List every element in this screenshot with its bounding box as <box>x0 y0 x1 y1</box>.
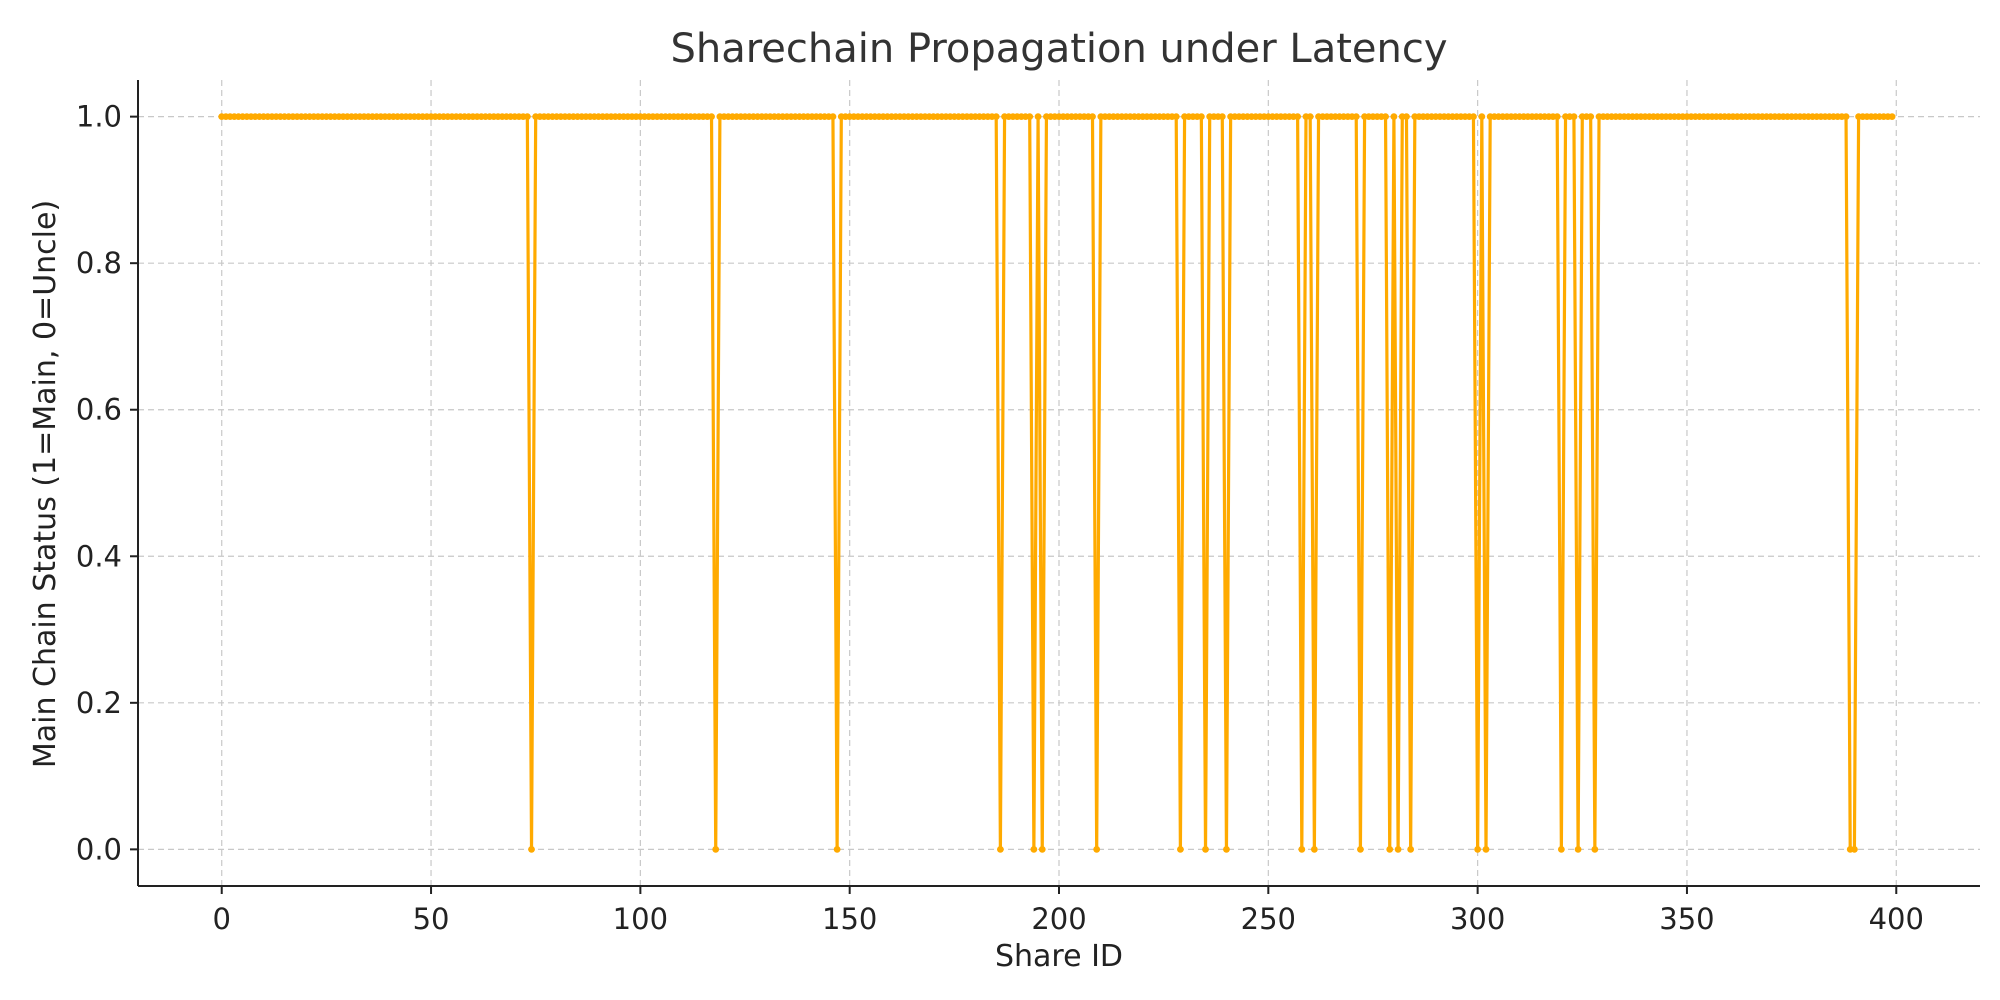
data-point <box>1591 845 1599 853</box>
x-tick-label: 0 <box>213 902 231 936</box>
data-point <box>1842 113 1850 121</box>
data-point <box>1294 113 1302 121</box>
data-point <box>1407 845 1415 853</box>
data-point <box>1470 113 1477 121</box>
data-point <box>1038 845 1046 853</box>
data-point <box>1553 113 1561 121</box>
data-point <box>523 113 531 121</box>
data-point <box>1851 845 1858 853</box>
data-point <box>833 845 841 853</box>
y-ticks: 0.0 0.2 0.4 0.6 0.8 1.0 <box>76 100 138 866</box>
data-point <box>1172 113 1180 121</box>
data-point <box>1390 113 1398 121</box>
data-point <box>829 113 837 121</box>
data-point <box>1357 845 1364 853</box>
data-point <box>708 113 715 121</box>
data-point <box>1574 845 1582 853</box>
y-axis-label: Main Chain Status (1=Main, 0=Uncle) <box>28 200 63 768</box>
data-point <box>1570 113 1578 121</box>
x-ticks: 0 50 100 150 200 250 300 350 400 <box>213 886 1924 936</box>
data-point <box>1394 845 1402 853</box>
x-tick-label: 250 <box>1241 902 1296 936</box>
data-point <box>1310 845 1318 853</box>
data-point <box>1306 113 1314 121</box>
data-point <box>1482 845 1490 853</box>
data-point <box>1403 113 1410 121</box>
data-point <box>1474 845 1482 853</box>
chart-title: Sharechain Propagation under Latency <box>670 26 1447 72</box>
data-point <box>1888 113 1896 121</box>
data-point <box>1298 845 1306 853</box>
x-tick-label: 50 <box>413 902 450 936</box>
x-tick-label: 150 <box>822 902 877 936</box>
data-point <box>1223 845 1230 853</box>
x-tick-label: 100 <box>613 902 668 936</box>
data-point <box>1352 113 1360 121</box>
data-point <box>1382 113 1389 121</box>
data-point <box>1557 845 1565 853</box>
data-point <box>528 845 535 853</box>
data-point <box>1089 113 1096 121</box>
x-tick-label: 400 <box>1869 902 1924 936</box>
y-tick-label: 1.0 <box>76 100 122 134</box>
y-tick-label: 0.0 <box>76 832 122 866</box>
data-point <box>1093 845 1101 853</box>
data-point <box>1478 113 1486 121</box>
data-point <box>1218 113 1226 121</box>
data-point <box>1197 113 1205 121</box>
data-point <box>1177 845 1184 853</box>
data-point <box>712 845 720 853</box>
data-point <box>1202 845 1209 853</box>
data-point <box>1030 845 1038 853</box>
x-tick-label: 350 <box>1659 902 1714 936</box>
x-tick-label: 200 <box>1031 902 1086 936</box>
y-tick-label: 0.6 <box>76 393 122 427</box>
data-point <box>1386 845 1394 853</box>
data-point <box>1587 113 1595 121</box>
series-line <box>221 115 1893 851</box>
data-point <box>1034 113 1042 121</box>
grid <box>138 80 1980 886</box>
series-main-chain-status <box>218 113 1896 853</box>
y-tick-label: 0.4 <box>76 539 122 573</box>
y-tick-label: 0.2 <box>76 686 122 720</box>
data-point <box>992 113 1000 121</box>
data-point <box>1026 113 1034 121</box>
data-point <box>996 845 1004 853</box>
y-tick-label: 0.8 <box>76 246 122 280</box>
x-tick-label: 300 <box>1450 902 1505 936</box>
x-axis-label: Share ID <box>995 939 1123 974</box>
